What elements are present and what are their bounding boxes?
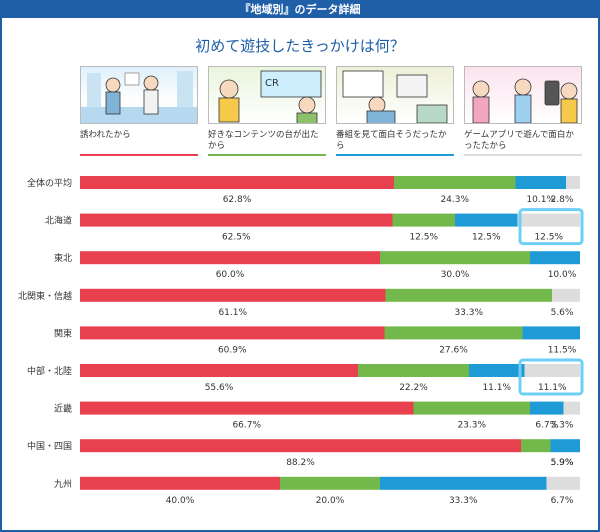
bar-game-app	[546, 476, 580, 490]
value-label: 6.7%	[551, 496, 574, 506]
legend-label-invited: 誘われたから	[80, 130, 131, 140]
legend-line-red	[80, 154, 198, 156]
value-label: 62.8%	[223, 195, 252, 205]
legend-card-program: 番組を見て面白そうだったから	[336, 66, 454, 156]
legend-label-content: 好きなコンテンツの台が出たから	[208, 130, 319, 151]
bar-game-app	[517, 213, 580, 227]
value-label: 55.6%	[205, 383, 234, 393]
value-label: 62.5%	[222, 233, 251, 243]
highlight-box	[518, 358, 584, 396]
page-header: 『地域別』のデータ詳細	[2, 2, 598, 18]
illustration-game-app	[464, 66, 582, 124]
bar-game-app	[563, 401, 580, 415]
bar-invited	[80, 326, 385, 340]
bar-program	[469, 364, 525, 377]
bar-invited	[80, 439, 521, 453]
value-label: 2.8%	[551, 195, 574, 205]
legend-line-gray	[464, 154, 582, 156]
value-label: 11.1%	[538, 383, 567, 393]
value-label: 24.3%	[440, 195, 469, 205]
bar-game-app	[524, 364, 580, 377]
category-label: 東北	[54, 252, 72, 264]
illustration-content: CR	[208, 66, 326, 124]
value-label: 61.1%	[218, 308, 247, 318]
bar-program	[530, 401, 564, 415]
value-label: 12.5%	[472, 233, 501, 243]
category-label: 全体の平均	[27, 177, 72, 189]
value-label: 30.0%	[441, 270, 470, 280]
value-label: 12.5%	[534, 233, 563, 243]
value-label: 5.9%	[551, 458, 574, 468]
bar-content	[521, 439, 551, 453]
legend-line-green	[208, 154, 326, 156]
category-label: 中部・北陸	[27, 365, 72, 377]
value-label: 12.5%	[409, 233, 438, 243]
bar-content	[392, 213, 455, 227]
value-label: 88.2%	[286, 458, 315, 468]
value-label: 11.5%	[548, 345, 577, 355]
category-label: 関東	[54, 327, 72, 339]
chart-title: 初めて遊技したきっかけは何？	[195, 37, 405, 55]
legend-card-invited: 誘われたから	[80, 66, 198, 156]
bar-invited	[80, 213, 393, 227]
category-label: 北海道	[45, 215, 72, 227]
value-label: 60.0%	[216, 270, 245, 280]
category-label: 北関東・信越	[18, 290, 72, 302]
legend-card-game-app: ゲームアプリで遊んで面白かったたから	[464, 66, 582, 156]
bar-game-app	[552, 288, 580, 302]
value-label: 33.3%	[449, 496, 478, 506]
value-label: 33.3%	[454, 308, 483, 318]
value-label: 10.0%	[548, 270, 577, 280]
bar-invited	[80, 364, 358, 377]
value-label: 5.6%	[551, 308, 574, 318]
value-label: 22.2%	[399, 383, 428, 393]
illustration-invited	[80, 66, 198, 124]
category-label: 近畿	[54, 403, 72, 415]
value-label: 20.0%	[316, 496, 345, 506]
bar-program	[455, 213, 518, 227]
bar-content	[384, 326, 523, 340]
value-label: 60.9%	[218, 345, 247, 355]
value-label: 66.7%	[232, 421, 261, 431]
bar-content	[394, 176, 516, 189]
bar-invited	[80, 401, 414, 415]
bar-game-app	[566, 176, 580, 189]
value-label: 40.0%	[166, 496, 195, 506]
value-label: 27.6%	[439, 345, 468, 355]
illustration-program	[336, 66, 454, 124]
bar-content	[280, 476, 380, 490]
bar-invited	[80, 476, 280, 490]
highlight-box	[518, 208, 584, 246]
value-label: 5.9%	[551, 458, 574, 468]
value-label: 3.3%	[551, 421, 574, 431]
bar-invited	[80, 251, 380, 265]
bar-program	[380, 476, 547, 490]
category-label: 中国・四国	[27, 440, 72, 452]
legend-card-content: CR 好きなコンテンツの台が出たから	[208, 66, 326, 156]
bar-program	[522, 326, 580, 340]
bar-invited	[80, 176, 394, 189]
bar-invited	[80, 288, 386, 302]
value-label: 23.3%	[457, 421, 486, 431]
value-label: 6.7%	[535, 421, 558, 431]
value-label: 10.1%	[526, 195, 555, 205]
legend-line-blue	[336, 154, 454, 156]
value-label: 11.1%	[482, 383, 511, 393]
svg-text:CR: CR	[265, 78, 279, 89]
category-label: 九州	[54, 479, 72, 490]
bar-content	[385, 288, 552, 302]
legend-label-game-app: ゲームアプリで遊んで面白かったたから	[464, 130, 574, 151]
bar-program	[515, 176, 566, 189]
legend-label-program: 番組を見て面白そうだったから	[336, 130, 447, 151]
bar-content	[358, 364, 469, 377]
bar-program	[530, 251, 580, 265]
bar-content	[413, 401, 530, 415]
bar-content	[380, 251, 530, 265]
bar-program	[550, 439, 580, 453]
